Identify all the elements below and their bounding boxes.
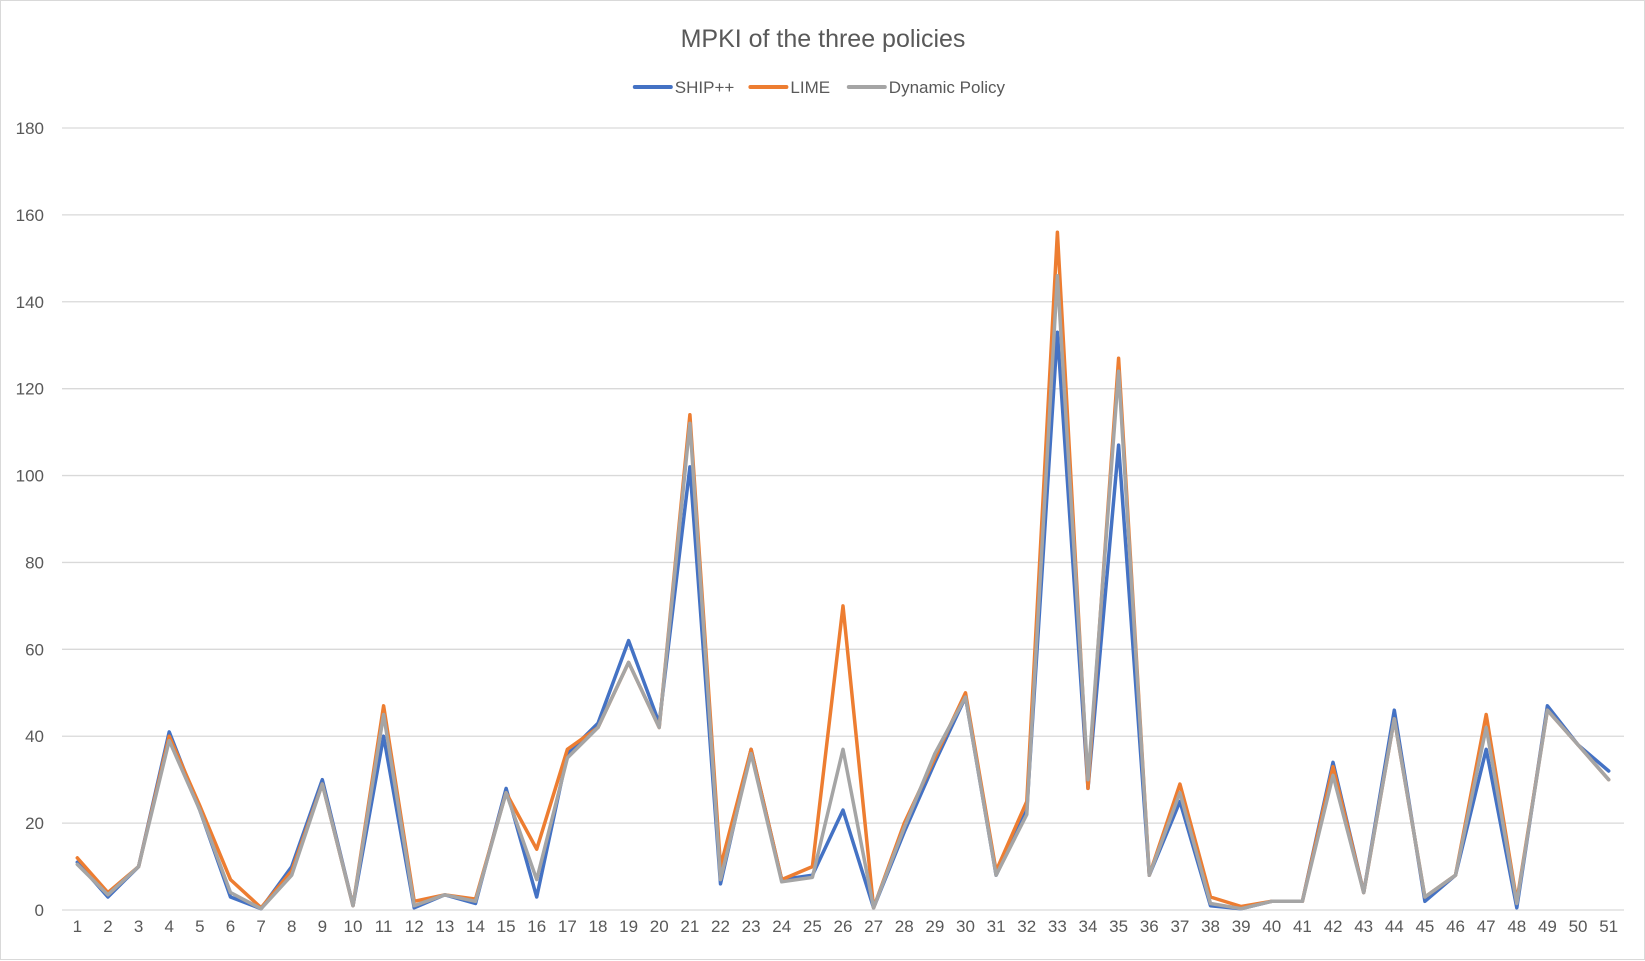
y-tick-label: 60 [25,640,44,659]
x-tick-label: 48 [1507,917,1526,936]
x-tick-label: 41 [1293,917,1312,936]
gridlines [62,127,1624,911]
x-tick-label: 14 [466,917,485,936]
y-tick-label: 140 [16,293,44,312]
x-tick-label: 38 [1201,917,1220,936]
y-tick-label: 20 [25,814,44,833]
x-tick-label: 17 [558,917,577,936]
chart-title: MPKI of the three policies [681,25,966,53]
x-tick-label: 5 [195,917,204,936]
x-tick-label: 27 [864,917,883,936]
x-tick-label: 21 [680,917,699,936]
x-tick-label: 22 [711,917,730,936]
x-tick-label: 44 [1385,917,1404,936]
x-axis-ticks: 1 2 3 4 5 6 7 8 9 10 11 12 13 14 15 16 17 18 19 20 21 22 23 24 2… [73,917,1619,936]
y-tick-label: 80 [25,553,44,572]
x-tick-label: 20 [650,917,669,936]
x-tick-label: 1 [73,917,82,936]
x-tick-label: 7 [256,917,265,936]
y-tick-label: 40 [25,727,44,746]
y-axis-ticks: 0 20 40 60 80 100 120 140 160 180 [16,119,44,920]
x-tick-label: 10 [343,917,362,936]
x-tick-label: 47 [1477,917,1496,936]
x-tick-label: 30 [956,917,975,936]
x-tick-label: 18 [589,917,608,936]
x-tick-label: 6 [226,917,235,936]
x-tick-label: 16 [527,917,546,936]
x-tick-label: 45 [1415,917,1434,936]
x-tick-label: 25 [803,917,822,936]
x-tick-label: 33 [1048,917,1067,936]
x-tick-label: 37 [1170,917,1189,936]
x-tick-label: 50 [1569,917,1588,936]
legend-item: SHIP++ [632,78,735,97]
series-line-dynamic-policy [75,273,1611,911]
x-tick-label: 19 [619,917,638,936]
legend-label: Dynamic Policy [889,78,1006,97]
x-tick-label: 24 [772,917,791,936]
x-tick-label: 8 [287,917,296,936]
legend-label: SHIP++ [675,78,735,97]
x-tick-label: 3 [134,917,143,936]
legend: SHIP++ LIME Dynamic Policy [632,78,1006,97]
x-tick-label: 12 [405,917,424,936]
x-tick-label: 26 [834,917,853,936]
x-tick-label: 15 [497,917,516,936]
x-tick-label: 13 [435,917,454,936]
series-lines [75,230,1611,911]
legend-label: LIME [790,78,830,97]
x-tick-label: 39 [1232,917,1251,936]
x-tick-label: 35 [1109,917,1128,936]
y-tick-label: 100 [16,467,44,486]
x-tick-label: 42 [1324,917,1343,936]
x-tick-label: 2 [103,917,112,936]
x-tick-label: 36 [1140,917,1159,936]
x-tick-label: 40 [1262,917,1281,936]
legend-item: LIME [748,78,830,97]
x-tick-label: 34 [1079,917,1098,936]
x-tick-label: 51 [1599,917,1618,936]
y-tick-label: 180 [16,119,44,138]
x-tick-label: 46 [1446,917,1465,936]
x-tick-label: 11 [375,917,393,936]
x-tick-label: 9 [318,917,327,936]
x-tick-label: 31 [987,917,1006,936]
x-tick-label: 23 [742,917,761,936]
x-tick-label: 32 [1017,917,1036,936]
x-tick-label: 4 [164,917,173,936]
x-tick-label: 43 [1354,917,1373,936]
x-tick-label: 28 [895,917,914,936]
y-tick-label: 160 [16,206,44,225]
y-tick-label: 0 [35,901,44,920]
y-tick-label: 120 [16,380,44,399]
x-tick-label: 29 [925,917,944,936]
x-tick-label: 49 [1538,917,1557,936]
legend-item: Dynamic Policy [846,78,1006,97]
